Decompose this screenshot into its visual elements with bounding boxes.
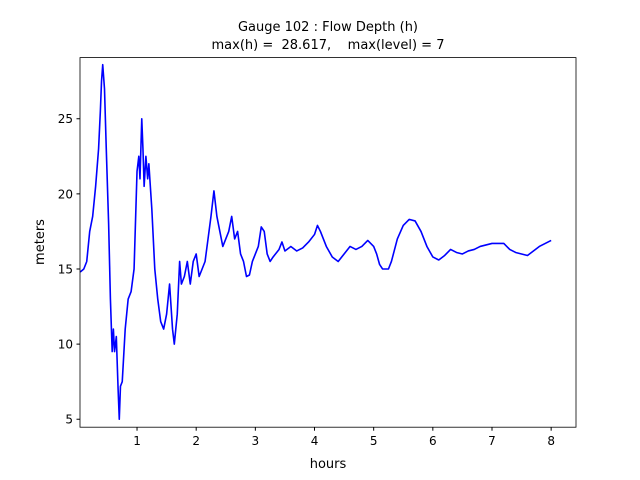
x-axis-label: hours — [310, 457, 347, 472]
x-tick-label: 2 — [192, 434, 200, 448]
x-tick-label: 6 — [429, 434, 437, 448]
chart-subtitle: max(h) = 28.617, max(level) = 7 — [212, 38, 445, 53]
y-tick-label: 15 — [58, 262, 73, 276]
x-tick-label: 7 — [488, 434, 496, 448]
chart-title: Gauge 102 : Flow Depth (h) — [238, 20, 418, 35]
y-tick-label: 5 — [65, 413, 73, 427]
y-tick-label: 10 — [58, 338, 73, 352]
x-tick-label: 4 — [311, 434, 319, 448]
x-tick-label: 3 — [252, 434, 260, 448]
x-tick-label: 1 — [133, 434, 141, 448]
x-tick-label: 8 — [547, 434, 555, 448]
y-tick-label: 20 — [58, 187, 73, 201]
plot-frame — [79, 57, 577, 428]
data-line — [79, 63, 552, 421]
x-tick-label: 5 — [370, 434, 378, 448]
y-axis-label: meters — [33, 219, 48, 265]
y-tick-label: 25 — [58, 112, 73, 126]
